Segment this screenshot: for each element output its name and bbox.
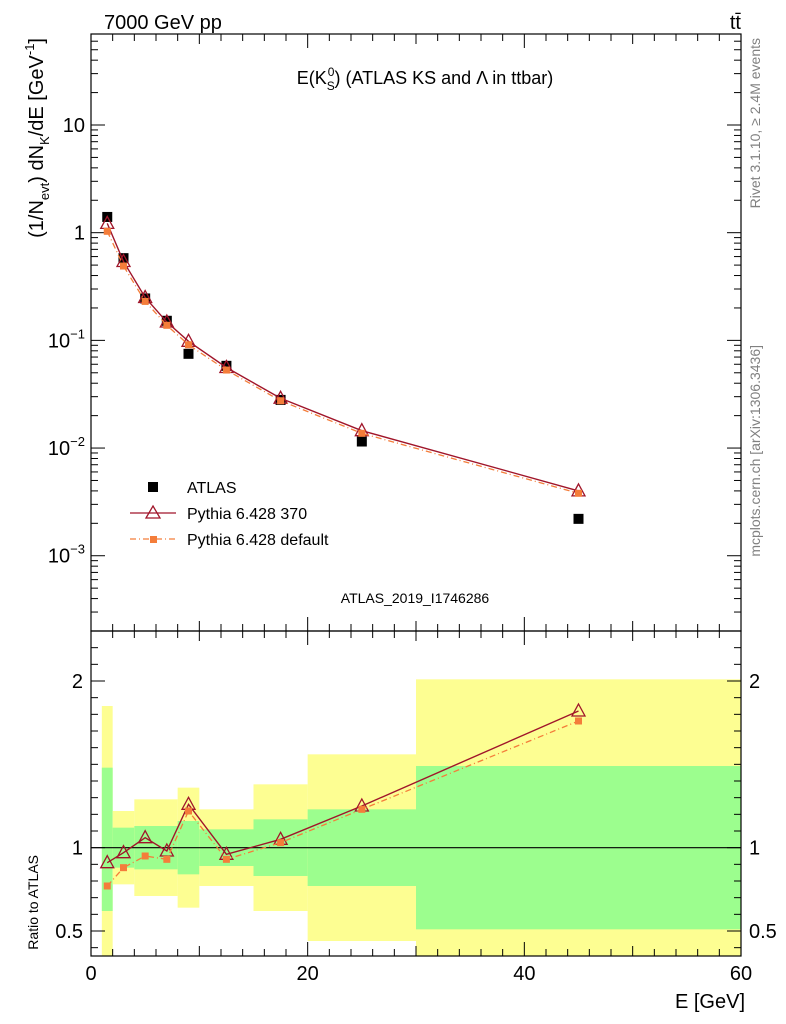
ratio-y-tick-label-right: 0.5 <box>749 921 777 943</box>
legend-marker-atlas <box>148 482 158 492</box>
pythia-default-point-2 <box>141 297 149 305</box>
mcplots-label: mcplots.cern.ch [arXiv:1306.3436] <box>747 345 763 557</box>
ratio-pythia-default-point-7 <box>358 805 366 813</box>
legend-label-atlas: ATLAS <box>187 480 237 497</box>
ratio-plot-content: 0 20 40 60 0.5 0.5 1 1 2 2 <box>55 631 777 985</box>
main-y-tick-label: 1 <box>74 223 85 245</box>
ratio-pythia-370-line <box>106 710 579 864</box>
main-y-axis-label: (1/Nevt) dNK/dE [GeV-1] <box>22 38 52 238</box>
ratio-y-tick-label: 2 <box>72 671 83 693</box>
pythia-default-point-8 <box>575 489 582 497</box>
x-tick-label: 20 <box>297 963 319 985</box>
ratio-y-axis-label: Ratio to ATLAS <box>25 855 41 950</box>
atlas-data-point-1 <box>118 253 129 264</box>
energy-label: 7000 GeV pp <box>104 12 222 34</box>
main-plot-content: 10 1 10−1 10−2 10−3 <box>48 33 742 632</box>
x-axis-label: E [GeV] <box>675 991 745 1013</box>
main-title: E(KS0) (ATLAS KS and Λ in ttbar) <box>297 65 554 93</box>
pythia-default-point-3 <box>163 321 171 329</box>
legend-label-pythia-370: Pythia 6.428 370 <box>187 506 307 523</box>
ratio-y-tick-label: 1 <box>72 838 83 860</box>
atlas-data-point-4 <box>183 348 194 359</box>
ratio-panel: 0 20 40 60 0.5 0.5 1 1 2 2 Ratio to ATLAS E [GeV] <box>25 630 777 1013</box>
ratio-pythia-default-point-0 <box>103 882 111 890</box>
main-y-tick-label: 10−1 <box>48 326 85 352</box>
watermark: ATLAS_2019_I1746286 <box>341 590 490 606</box>
pythia-default-point-5 <box>222 366 230 374</box>
legend-marker-pythia-default <box>150 536 157 543</box>
pythia-default-point-4 <box>185 341 192 349</box>
ratio-pythia-370-point-8 <box>570 702 587 717</box>
x-tick-label: 60 <box>730 963 752 985</box>
legend: ATLAS Pythia 6.428 370 Pythia 6.428 defa… <box>130 480 329 549</box>
pythia-default-line <box>106 231 579 494</box>
ratio-y-tick-label-right: 1 <box>749 838 760 860</box>
main-y-tick-label: 10−3 <box>48 542 85 568</box>
atlas-data-point-5 <box>221 360 232 371</box>
process-label: tt̄ <box>730 12 742 34</box>
ratio-pythia-370-point-0 <box>99 854 115 869</box>
ratio-pythia-default-point-4 <box>185 807 192 815</box>
ratio-pythia-default-point-3 <box>163 855 171 863</box>
ratio-pythia-default-point-1 <box>120 864 127 872</box>
ratio-pythia-370-point-1 <box>115 844 132 859</box>
main-y-tick-label: 10−2 <box>48 434 85 460</box>
ratio-pythia-370-point-2 <box>137 829 153 844</box>
pythia-370-line <box>106 223 579 492</box>
legend-label-pythia-default: Pythia 6.428 default <box>187 532 329 549</box>
atlas-data-point-7 <box>356 436 367 447</box>
ratio-pythia-default-line <box>106 720 579 887</box>
ratio-pythia-default-point-2 <box>141 852 149 860</box>
pythia-default-point-1 <box>120 262 127 270</box>
x-tick-label: 40 <box>513 963 535 985</box>
title-sup-0: 0 <box>328 65 335 79</box>
ratio-pythia-default-point-6 <box>277 839 285 847</box>
main-y-tick-label: 10 <box>63 115 85 137</box>
pythia-default-point-7 <box>358 429 366 437</box>
atlas-data-point-3 <box>161 315 172 326</box>
title-sub-s: S <box>327 79 335 93</box>
ratio-band-inner-0 <box>101 767 113 911</box>
rivet-version-label: Rivet 3.1.10, ≥ 2.4M events <box>747 38 763 208</box>
ratio-y-tick-label: 0.5 <box>55 921 83 943</box>
ratio-y-tick-label-right: 2 <box>749 671 760 693</box>
pythia-default-point-6 <box>277 397 285 405</box>
pythia-default-point-0 <box>103 227 111 235</box>
main-panel: 10 1 10−1 10−2 10−3 E(KS0) (ATLAS KS and Λ i… <box>22 33 742 632</box>
x-tick-label: 0 <box>85 963 96 985</box>
legend-marker-pythia-370 <box>144 504 162 519</box>
ratio-pythia-default-point-5 <box>222 855 230 863</box>
atlas-data-point-8 <box>573 513 584 524</box>
ratio-pythia-default-point-8 <box>575 717 582 725</box>
ratio-frame <box>90 630 742 957</box>
